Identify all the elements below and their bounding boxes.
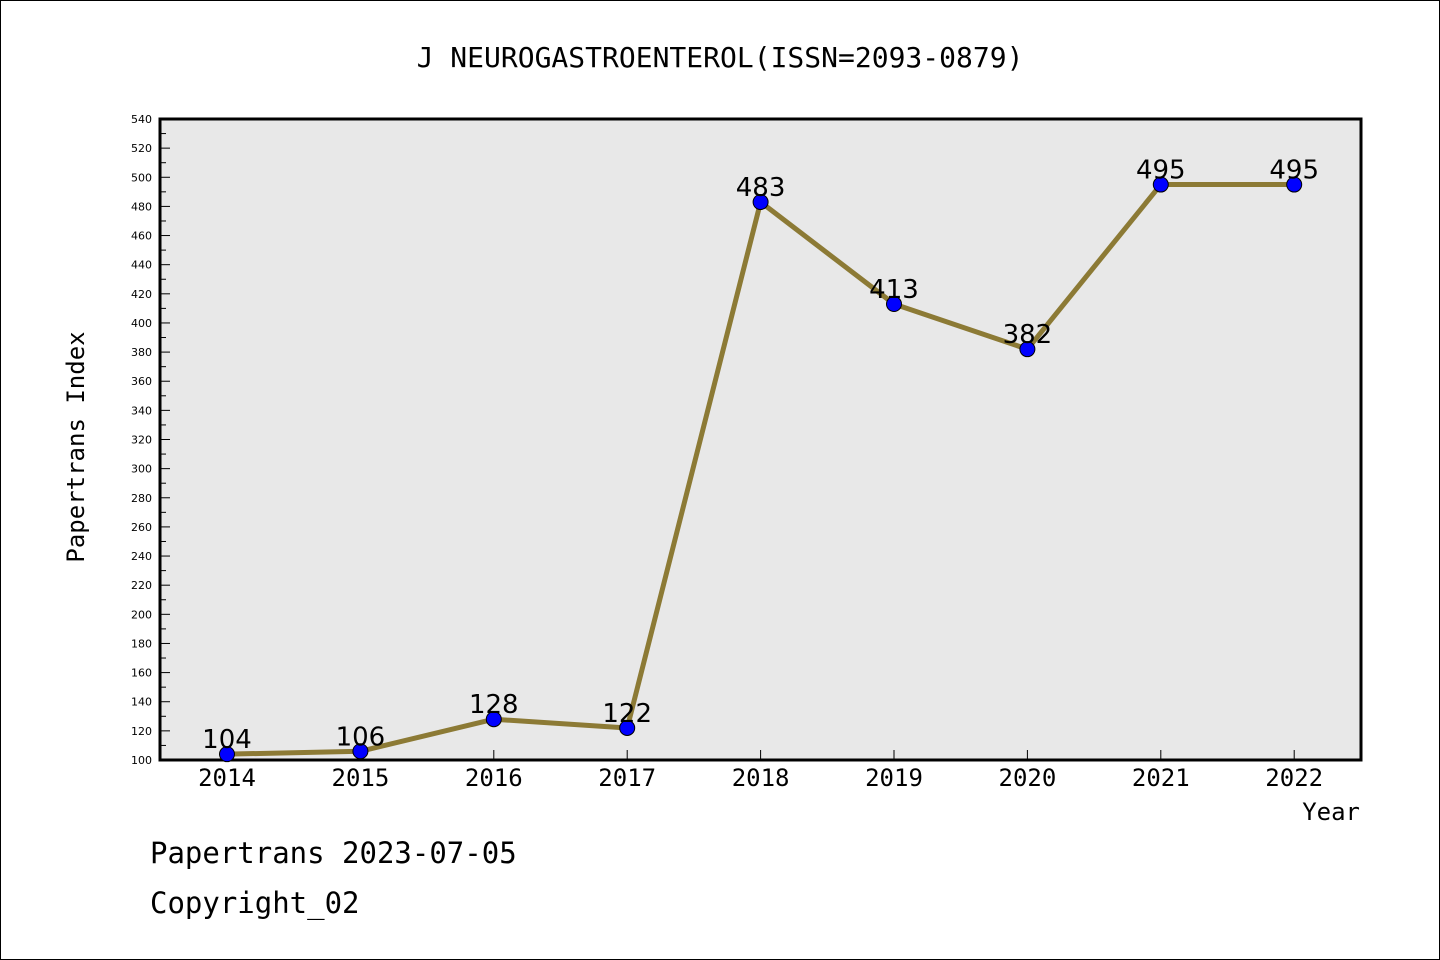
data-point <box>219 746 235 763</box>
y-tick-label: 320 <box>131 434 152 447</box>
x-tick-label: 2022 <box>1265 764 1323 792</box>
y-tick-label: 220 <box>131 579 152 592</box>
y-tick-label: 280 <box>131 492 152 505</box>
y-axis-label: Papertrans Index <box>62 331 90 562</box>
x-axis: 2014 2015 2016 2017 2018 2019 2020 2021 2022 <box>198 750 1323 792</box>
data-point <box>352 743 369 760</box>
data-label: 495 <box>1136 156 1186 186</box>
y-tick-label: 120 <box>131 725 152 738</box>
y-tick-label: 440 <box>131 259 152 272</box>
x-tick-label: 2017 <box>598 764 656 792</box>
y-tick-label: 180 <box>131 637 152 650</box>
data-label: 413 <box>869 275 919 305</box>
y-tick-label: 540 <box>131 113 152 126</box>
data-point <box>1286 176 1303 193</box>
x-tick-label: 2019 <box>865 764 923 792</box>
x-tick-label: 2020 <box>999 764 1057 792</box>
data-labels: 104 106 128 122 483 413 382 495 495 <box>202 156 1319 756</box>
y-tick-label: 300 <box>131 463 152 476</box>
y-tick-label: 480 <box>131 200 152 213</box>
x-tick-label: 2018 <box>732 764 790 792</box>
data-point <box>886 296 902 313</box>
y-tick-label: 360 <box>131 375 152 388</box>
data-label: 106 <box>336 722 386 752</box>
x-tick-label: 2016 <box>465 764 523 792</box>
footer-copyright: Copyright_02 <box>150 886 360 920</box>
data-point <box>619 719 636 736</box>
x-axis-label: Year <box>1302 798 1360 826</box>
y-tick-label: 240 <box>131 550 152 563</box>
data-point <box>752 194 769 211</box>
data-point <box>1019 341 1036 358</box>
data-points <box>219 176 1303 763</box>
y-tick-label: 380 <box>131 346 152 359</box>
chart-title: J NEUROGASTROENTEROL(ISSN=2093-0879) <box>417 41 1024 74</box>
y-axis: 100 120 140 160 180 200 220 240 260 280 300 320 340 3… <box>131 113 170 767</box>
plot-area <box>158 117 1363 762</box>
y-tick-label: 420 <box>131 288 152 301</box>
data-label: 495 <box>1269 156 1319 186</box>
x-tick-label: 2021 <box>1132 764 1190 792</box>
y-tick-label: 500 <box>131 171 152 184</box>
y-tick-label: 260 <box>131 521 152 534</box>
footer-date: Papertrans 2023-07-05 <box>150 836 517 870</box>
y-tick-label: 340 <box>131 404 152 417</box>
y-tick-label: 100 <box>131 754 152 767</box>
y-tick-label: 520 <box>131 142 152 155</box>
y-tick-label: 460 <box>131 230 152 243</box>
data-point <box>485 711 502 728</box>
y-tick-label: 200 <box>131 608 152 621</box>
y-tick-label: 160 <box>131 667 152 680</box>
data-label: 483 <box>736 173 786 203</box>
data-label: 128 <box>469 690 519 720</box>
data-label: 382 <box>1003 320 1053 350</box>
data-label: 104 <box>202 725 252 755</box>
x-tick-label: 2014 <box>198 764 256 792</box>
x-tick-label: 2015 <box>332 764 390 792</box>
data-label: 122 <box>602 699 652 729</box>
y-tick-label: 400 <box>131 317 152 330</box>
y-tick-label: 140 <box>131 696 152 709</box>
data-point <box>1152 176 1169 193</box>
